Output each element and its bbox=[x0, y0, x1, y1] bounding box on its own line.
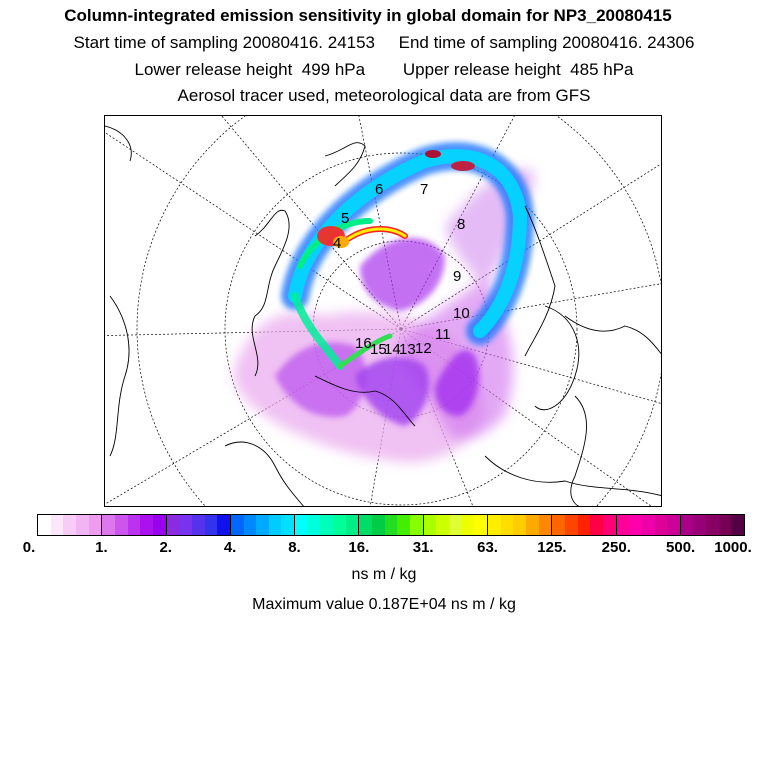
colorbar-swatch bbox=[243, 515, 257, 535]
colorbar-tick-label: 16. bbox=[348, 539, 370, 556]
coastlines bbox=[105, 125, 661, 506]
trajectory-label: 10 bbox=[453, 305, 470, 322]
colorbar-swatch bbox=[358, 515, 373, 535]
colorbar-swatch bbox=[333, 515, 346, 535]
colorbar-tick-label: 1000. bbox=[714, 539, 752, 556]
colorbar-swatch bbox=[641, 515, 655, 535]
colorbar-swatch bbox=[410, 515, 423, 535]
trajectory-label: 4 bbox=[333, 235, 341, 252]
colorbar-swatch bbox=[397, 515, 411, 535]
colorbar-swatch bbox=[229, 515, 244, 535]
colorbar-swatch bbox=[436, 515, 449, 535]
colorbar-swatch bbox=[474, 515, 487, 535]
colorbar-tick-label: 0. bbox=[22, 539, 36, 556]
colorbar-tick-label: 250. bbox=[601, 539, 631, 556]
colorbar-swatch bbox=[731, 515, 745, 535]
maximum-value: Maximum value 0.187E+04 ns m / kg bbox=[252, 596, 516, 613]
colorbar-swatch bbox=[422, 515, 437, 535]
colorbar-swatch bbox=[256, 515, 269, 535]
colorbar-swatch bbox=[525, 515, 539, 535]
colorbar-swatch bbox=[320, 515, 334, 535]
colorbar-swatch bbox=[551, 515, 565, 535]
plume-arc bbox=[281, 142, 535, 370]
trajectory-label: 6 bbox=[375, 181, 383, 198]
trajectory-label: 8 bbox=[457, 216, 465, 233]
colorbar-swatch bbox=[88, 515, 102, 535]
colorbar-swatch bbox=[268, 515, 282, 535]
colorbar-swatch bbox=[538, 515, 552, 535]
colorbar-swatch bbox=[602, 515, 616, 535]
colorbar-swatch bbox=[667, 515, 680, 535]
colorbar-tick-label: 8. bbox=[288, 539, 301, 556]
trajectory-label: 13 bbox=[399, 341, 416, 358]
colorbar-swatch bbox=[294, 515, 308, 535]
colorbar-swatch bbox=[706, 515, 719, 535]
colorbar-swatch bbox=[372, 515, 385, 535]
colorbar-swatch bbox=[679, 515, 694, 535]
trajectory-label: 5 bbox=[341, 210, 349, 227]
colorbar-swatch bbox=[345, 515, 359, 535]
colorbar-swatch bbox=[693, 515, 707, 535]
colorbar-swatch bbox=[140, 515, 153, 535]
trajectory-label: 14 bbox=[384, 341, 401, 358]
colorbar-swatch bbox=[449, 515, 462, 535]
colorbar-swatch bbox=[179, 515, 192, 535]
colorbar-swatch bbox=[50, 515, 64, 535]
sensitivity-map: 4 5 6 7 8 9 10 11 12 13 14 15 16 bbox=[104, 115, 662, 507]
colorbar-swatch bbox=[615, 515, 630, 535]
trajectory-label: 7 bbox=[420, 181, 428, 198]
tracer-info-line: Aerosol tracer used, meteorological data… bbox=[177, 86, 591, 105]
colorbar-tick-label: 500. bbox=[666, 539, 696, 556]
colorbar-swatch bbox=[590, 515, 603, 535]
colorbar-swatch bbox=[152, 515, 166, 535]
sampling-time-line: Start time of sampling 20080416. 24153 E… bbox=[73, 33, 695, 52]
colorbar-swatch bbox=[461, 515, 475, 535]
colorbar-swatch bbox=[384, 515, 398, 535]
colorbar-swatch bbox=[654, 515, 668, 535]
trajectory-label: 12 bbox=[415, 340, 432, 357]
main-title: Column-integrated emission sensitivity i… bbox=[64, 6, 672, 25]
colorbar-swatch bbox=[204, 515, 218, 535]
colorbar-swatch bbox=[486, 515, 501, 535]
plume-hotspots bbox=[317, 150, 475, 248]
colorbar-unit: ns m / kg bbox=[351, 566, 417, 583]
colorbar-swatch bbox=[75, 515, 89, 535]
colorbar-swatch bbox=[629, 515, 642, 535]
colorbar bbox=[37, 514, 745, 536]
release-height-line: Lower release height 499 hPa Upper relea… bbox=[134, 60, 634, 79]
colorbar-tick-label: 31. bbox=[412, 539, 434, 556]
colorbar-swatch bbox=[513, 515, 526, 535]
colorbar-swatch bbox=[191, 515, 205, 535]
colorbar-swatch bbox=[165, 515, 180, 535]
trajectory-label: 9 bbox=[453, 268, 461, 285]
trajectory-label: 15 bbox=[370, 341, 387, 358]
colorbar-swatch bbox=[101, 515, 115, 535]
colorbar-tick-label: 1. bbox=[95, 539, 108, 556]
trajectory-label: 11 bbox=[435, 326, 451, 343]
trajectory-label: 16 bbox=[355, 335, 372, 352]
colorbar-swatch bbox=[564, 515, 578, 535]
colorbar-tick-label: 4. bbox=[223, 539, 237, 556]
colorbar-swatch bbox=[718, 515, 732, 535]
colorbar-tick-label: 2. bbox=[159, 539, 172, 556]
colorbar-swatch bbox=[281, 515, 295, 535]
colorbar-swatch bbox=[63, 515, 76, 535]
colorbar-swatch bbox=[38, 515, 51, 535]
colorbar-swatch bbox=[114, 515, 128, 535]
colorbar-swatch bbox=[307, 515, 321, 535]
colorbar-tick-label: 63. bbox=[477, 539, 498, 556]
colorbar-swatch bbox=[577, 515, 591, 535]
colorbar-swatch bbox=[500, 515, 514, 535]
colorbar-tick-label: 125. bbox=[537, 539, 567, 556]
colorbar-swatch bbox=[127, 515, 141, 535]
colorbar-swatch bbox=[217, 515, 230, 535]
